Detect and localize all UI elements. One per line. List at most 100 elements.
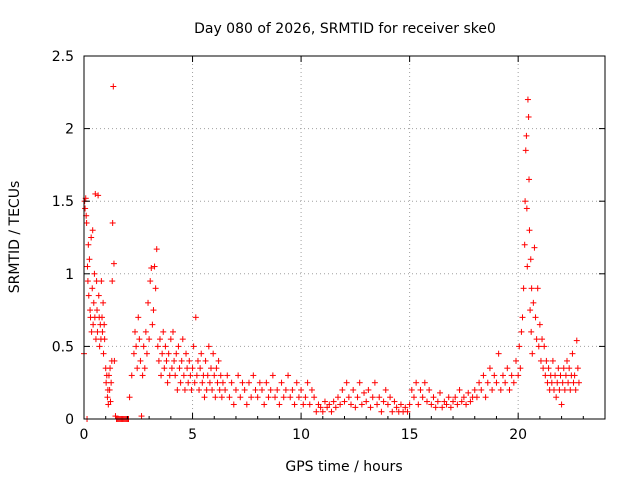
- data-point: [166, 372, 173, 379]
- data-point: [557, 372, 564, 379]
- data-point: [89, 227, 96, 234]
- data-point: [330, 398, 337, 405]
- data-point: [90, 299, 97, 306]
- data-point: [339, 386, 346, 393]
- data-point: [523, 205, 530, 212]
- data-point: [365, 386, 372, 393]
- y-tick-label: 0.5: [52, 339, 74, 355]
- grid-lines: [84, 56, 605, 419]
- data-point: [391, 398, 398, 405]
- x-tick-label: 5: [188, 427, 197, 443]
- data-point: [428, 401, 435, 408]
- data-point: [133, 343, 140, 350]
- y-tick-label: 1.5: [52, 194, 74, 210]
- data-point: [235, 372, 242, 379]
- data-point: [87, 307, 94, 314]
- data-point: [215, 357, 222, 364]
- data-point: [389, 408, 396, 415]
- data-point: [138, 413, 145, 420]
- data-point: [139, 372, 146, 379]
- data-points: [81, 83, 582, 422]
- data-point: [276, 401, 283, 408]
- data-point: [291, 401, 298, 408]
- data-point: [230, 401, 237, 408]
- data-point: [523, 132, 530, 139]
- data-point: [478, 386, 485, 393]
- data-point: [573, 337, 580, 344]
- data-point: [141, 365, 148, 372]
- data-point: [259, 386, 266, 393]
- data-point: [92, 190, 99, 197]
- data-point: [213, 365, 220, 372]
- data-point: [274, 386, 281, 393]
- data-point: [152, 285, 159, 292]
- data-point: [341, 398, 348, 405]
- data-point: [171, 357, 178, 364]
- data-point: [245, 379, 252, 386]
- data-point: [541, 343, 548, 350]
- data-point: [94, 307, 101, 314]
- data-point: [212, 394, 219, 401]
- data-point: [98, 278, 105, 285]
- data-point: [520, 285, 527, 292]
- data-point: [100, 350, 107, 357]
- data-point: [306, 401, 313, 408]
- data-point: [569, 350, 576, 357]
- data-point: [289, 386, 296, 393]
- data-point: [261, 401, 268, 408]
- x-axis-title: GPS time / hours: [285, 459, 402, 475]
- data-point: [356, 379, 363, 386]
- data-point: [149, 321, 156, 328]
- y-tick-label: 0: [65, 412, 74, 428]
- data-point: [506, 386, 513, 393]
- data-point: [480, 372, 487, 379]
- data-point: [337, 401, 344, 408]
- data-point: [95, 292, 102, 299]
- y-tick-label: 2: [65, 122, 74, 138]
- data-point: [376, 394, 383, 401]
- data-point: [135, 314, 142, 321]
- data-point: [110, 260, 117, 267]
- data-point: [423, 398, 430, 405]
- data-point: [175, 343, 182, 350]
- data-point: [107, 365, 114, 372]
- data-point: [82, 205, 89, 212]
- data-point: [89, 285, 96, 292]
- data-point: [86, 256, 93, 263]
- data-point: [516, 343, 523, 350]
- data-point: [148, 264, 155, 271]
- data-point: [194, 357, 201, 364]
- data-point: [354, 394, 361, 401]
- data-point: [397, 401, 404, 408]
- data-point: [85, 241, 92, 248]
- data-point: [197, 365, 204, 372]
- data-point: [151, 263, 158, 270]
- data-point: [537, 357, 544, 364]
- data-point: [99, 314, 106, 321]
- data-point: [187, 372, 194, 379]
- data-point: [326, 401, 333, 408]
- data-point: [529, 350, 536, 357]
- data-point: [526, 176, 533, 183]
- data-point: [298, 386, 305, 393]
- data-point: [443, 401, 450, 408]
- data-point: [531, 244, 538, 251]
- data-point: [548, 379, 555, 386]
- data-point: [517, 365, 524, 372]
- data-point: [408, 386, 415, 393]
- data-point: [184, 365, 191, 372]
- data-point: [528, 328, 535, 335]
- data-point: [136, 336, 143, 343]
- data-point: [527, 307, 534, 314]
- data-point: [524, 263, 531, 270]
- data-point: [107, 398, 114, 405]
- data-point: [575, 379, 582, 386]
- data-point: [552, 372, 559, 379]
- data-point: [328, 408, 335, 415]
- data-point: [218, 394, 225, 401]
- data-point: [109, 278, 116, 285]
- data-point: [186, 357, 193, 364]
- data-point: [550, 386, 557, 393]
- data-point: [204, 372, 211, 379]
